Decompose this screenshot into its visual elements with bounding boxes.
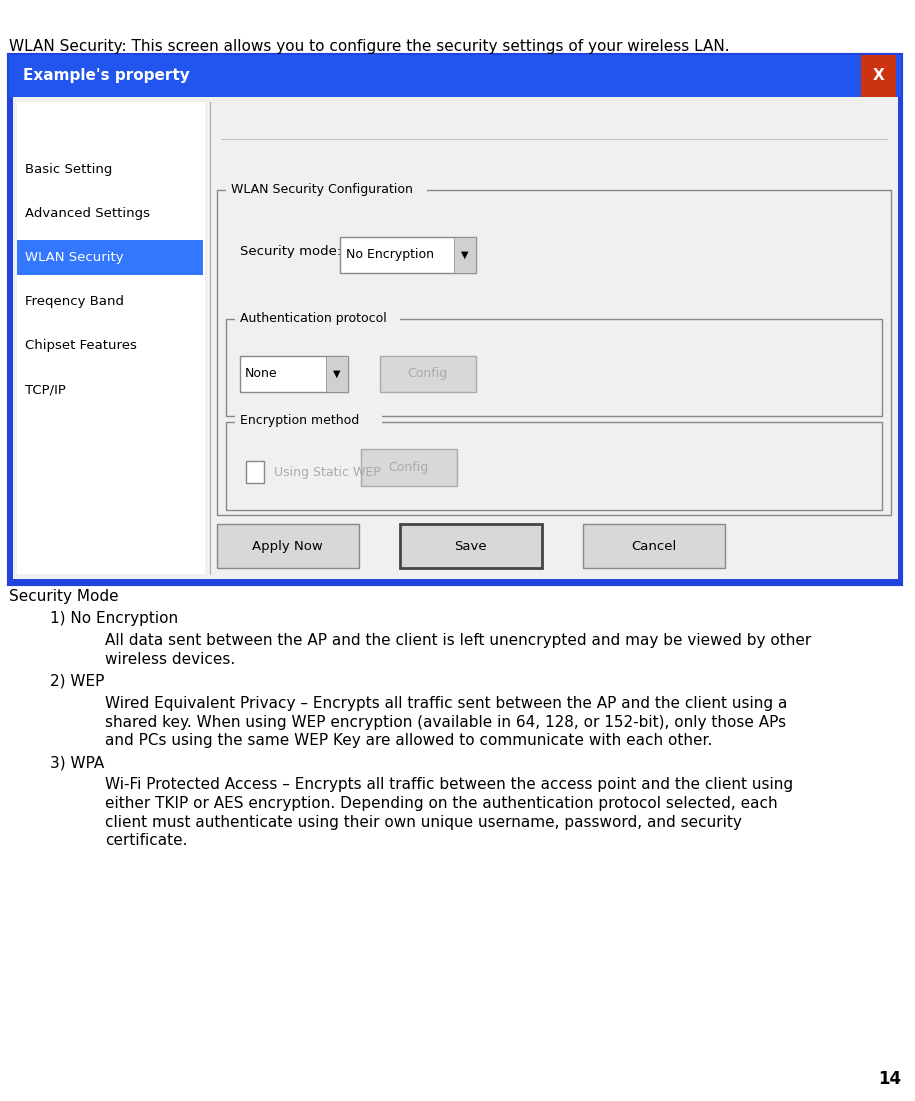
- Text: Config: Config: [389, 461, 428, 473]
- Text: Chipset Features: Chipset Features: [25, 339, 136, 352]
- FancyBboxPatch shape: [9, 55, 901, 584]
- Text: Example's property: Example's property: [23, 68, 189, 84]
- Text: TCP/IP: TCP/IP: [25, 383, 66, 396]
- FancyBboxPatch shape: [326, 356, 348, 392]
- FancyBboxPatch shape: [226, 179, 427, 199]
- FancyBboxPatch shape: [861, 55, 896, 97]
- Text: client must authenticate using their own unique username, password, and security: client must authenticate using their own…: [105, 815, 742, 830]
- FancyBboxPatch shape: [400, 524, 542, 568]
- FancyBboxPatch shape: [240, 356, 348, 392]
- Text: Save: Save: [455, 539, 487, 553]
- Text: X: X: [873, 68, 884, 84]
- Text: and PCs using the same WEP Key are allowed to communicate with each other.: and PCs using the same WEP Key are allow…: [105, 733, 713, 749]
- Text: Wi-Fi Protected Access – Encrypts all traffic between the access point and the c: Wi-Fi Protected Access – Encrypts all tr…: [105, 777, 793, 793]
- FancyBboxPatch shape: [226, 422, 882, 510]
- Text: shared key. When using WEP encryption (available in 64, 128, or 152-bit), only t: shared key. When using WEP encryption (a…: [105, 715, 786, 730]
- Text: No Encryption: No Encryption: [346, 249, 434, 261]
- Text: Encryption method: Encryption method: [240, 414, 359, 427]
- FancyBboxPatch shape: [217, 524, 359, 568]
- Text: All data sent between the AP and the client is left unencrypted and may be viewe: All data sent between the AP and the cli…: [105, 633, 812, 648]
- Text: 2) WEP: 2) WEP: [50, 674, 104, 689]
- Text: Security Mode: Security Mode: [9, 589, 119, 604]
- Text: None: None: [245, 368, 278, 380]
- FancyBboxPatch shape: [235, 308, 400, 328]
- Text: certificate.: certificate.: [105, 833, 188, 849]
- Text: Freqency Band: Freqency Band: [25, 295, 124, 308]
- FancyBboxPatch shape: [13, 97, 898, 579]
- Text: Authentication protocol: Authentication protocol: [240, 312, 386, 325]
- Text: Cancel: Cancel: [631, 539, 676, 553]
- Text: WLAN Security Configuration: WLAN Security Configuration: [231, 183, 413, 196]
- FancyBboxPatch shape: [217, 190, 891, 515]
- Text: WLAN Security: This screen allows you to configure the security settings of your: WLAN Security: This screen allows you to…: [9, 39, 730, 54]
- Text: either TKIP or AES encryption. Depending on the authentication protocol selected: either TKIP or AES encryption. Depending…: [105, 796, 778, 811]
- Text: Security mode:: Security mode:: [240, 244, 341, 258]
- Text: ▼: ▼: [333, 369, 340, 379]
- FancyBboxPatch shape: [246, 461, 264, 483]
- FancyBboxPatch shape: [9, 55, 901, 97]
- FancyBboxPatch shape: [226, 319, 882, 416]
- FancyBboxPatch shape: [340, 237, 476, 273]
- Text: 14: 14: [878, 1070, 901, 1088]
- Text: Using Static WEP: Using Static WEP: [274, 466, 381, 479]
- FancyBboxPatch shape: [235, 411, 382, 430]
- Text: Config: Config: [408, 368, 447, 380]
- Text: Advanced Settings: Advanced Settings: [25, 207, 150, 220]
- FancyBboxPatch shape: [380, 356, 476, 392]
- FancyBboxPatch shape: [17, 240, 203, 275]
- FancyBboxPatch shape: [583, 524, 725, 568]
- Text: Basic Setting: Basic Setting: [25, 163, 112, 176]
- FancyBboxPatch shape: [17, 102, 205, 574]
- FancyBboxPatch shape: [454, 237, 476, 273]
- Text: Wired Equivalent Privacy – Encrypts all traffic sent between the AP and the clie: Wired Equivalent Privacy – Encrypts all …: [105, 696, 788, 711]
- Text: Apply Now: Apply Now: [253, 539, 323, 553]
- Text: 3) WPA: 3) WPA: [50, 755, 104, 771]
- Text: 1) No Encryption: 1) No Encryption: [50, 611, 178, 626]
- Text: wireless devices.: wireless devices.: [105, 652, 235, 667]
- Text: WLAN Security: WLAN Security: [25, 251, 124, 264]
- Text: ▼: ▼: [461, 250, 468, 260]
- FancyBboxPatch shape: [361, 449, 457, 486]
